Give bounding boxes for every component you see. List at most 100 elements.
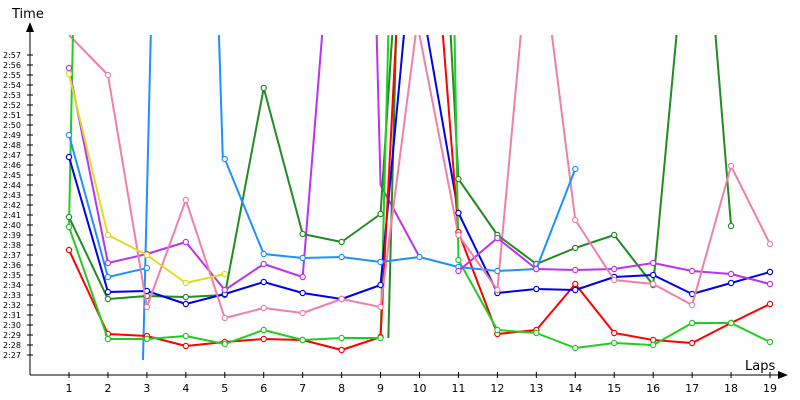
data-point xyxy=(455,231,462,239)
data-point xyxy=(572,244,579,252)
data-point xyxy=(455,267,462,275)
data-point xyxy=(143,264,151,272)
x-tick-label: 1 xyxy=(66,382,73,395)
data-point xyxy=(104,259,112,267)
data-point xyxy=(104,71,112,79)
y-axis-arrow xyxy=(26,22,34,32)
y-tick-label: 2:37 xyxy=(3,251,21,260)
data-point xyxy=(649,341,657,349)
data-point xyxy=(572,165,579,173)
data-point xyxy=(727,319,735,327)
series-line xyxy=(106,74,381,319)
data-point xyxy=(377,303,384,311)
data-point xyxy=(766,280,774,288)
series-line xyxy=(68,249,381,351)
y-tick-label: 2:31 xyxy=(3,311,21,320)
x-tick-label: 5 xyxy=(221,382,228,395)
data-point xyxy=(221,340,228,348)
data-point xyxy=(572,286,579,294)
data-point xyxy=(260,304,267,312)
y-tick-label: 2:53 xyxy=(3,91,21,100)
series-8 xyxy=(65,70,228,287)
data-point xyxy=(455,175,462,183)
data-point xyxy=(182,279,190,287)
offchart-segment xyxy=(68,34,109,76)
data-point xyxy=(572,216,579,224)
data-point xyxy=(143,303,151,311)
offchart-segment xyxy=(387,34,398,339)
data-point xyxy=(104,295,112,303)
y-tick-label: 2:36 xyxy=(3,261,21,270)
data-point xyxy=(104,273,112,281)
offchart-segment xyxy=(375,34,382,186)
y-tick-label: 2:50 xyxy=(3,121,21,130)
data-point xyxy=(533,329,540,337)
data-point xyxy=(299,309,306,317)
x-tick-label: 18 xyxy=(724,382,738,395)
data-point xyxy=(182,342,190,350)
x-tick-label: 11 xyxy=(451,382,465,395)
offchart-segment xyxy=(217,34,224,160)
y-tick-label: 2:27 xyxy=(3,351,21,360)
series-line xyxy=(457,231,771,344)
data-point xyxy=(727,162,735,170)
data-point xyxy=(766,300,774,308)
data-point xyxy=(65,70,73,78)
y-tick-label: 2:29 xyxy=(3,331,21,340)
data-point xyxy=(688,301,696,309)
y-tick-label: 2:49 xyxy=(3,131,21,140)
data-point xyxy=(65,153,73,161)
offchart-segment xyxy=(426,34,460,214)
data-point xyxy=(104,335,112,343)
data-point xyxy=(766,268,774,276)
data-point xyxy=(299,336,306,344)
data-point xyxy=(611,329,618,337)
data-point xyxy=(377,281,384,289)
data-point xyxy=(455,209,462,217)
data-point xyxy=(494,326,501,334)
data-point xyxy=(338,334,345,342)
y-tick-label: 2:32 xyxy=(3,301,21,310)
data-point xyxy=(649,280,657,288)
series-line xyxy=(68,226,381,345)
data-point xyxy=(104,288,112,296)
data-point xyxy=(533,265,540,273)
data-point xyxy=(611,339,618,347)
data-point xyxy=(65,213,73,221)
data-point xyxy=(727,222,735,230)
x-tick-label: 10 xyxy=(413,382,427,395)
series-line xyxy=(223,158,577,272)
data-point xyxy=(377,258,384,266)
offchart-segment xyxy=(418,34,460,236)
axes xyxy=(26,22,788,379)
x-tick-label: 6 xyxy=(260,382,267,395)
data-point xyxy=(377,334,384,342)
x-tick-label: 14 xyxy=(568,382,582,395)
y-tick-label: 2:28 xyxy=(3,341,21,350)
data-point xyxy=(494,234,501,242)
offchart-segment xyxy=(141,34,152,361)
x-tick-label: 17 xyxy=(685,382,699,395)
data-point xyxy=(688,339,696,347)
y-tick-label: 2:44 xyxy=(3,181,21,190)
data-point xyxy=(766,240,774,248)
x-tick-label: 13 xyxy=(529,382,543,395)
data-point xyxy=(182,238,190,246)
data-point xyxy=(182,332,190,340)
data-point xyxy=(182,300,190,308)
data-point xyxy=(221,286,228,294)
data-point xyxy=(611,265,618,273)
data-point xyxy=(260,84,267,92)
data-point xyxy=(572,280,579,288)
data-point xyxy=(182,196,190,204)
data-point xyxy=(338,253,345,261)
data-point xyxy=(377,210,384,218)
offchart-segment xyxy=(496,34,522,291)
x-tick-label: 15 xyxy=(607,382,621,395)
y-tick-label: 2:38 xyxy=(3,241,21,250)
data-point xyxy=(260,260,267,268)
data-point xyxy=(65,223,73,231)
data-point xyxy=(572,344,579,352)
data-point xyxy=(727,270,735,278)
series-7 xyxy=(104,71,774,322)
